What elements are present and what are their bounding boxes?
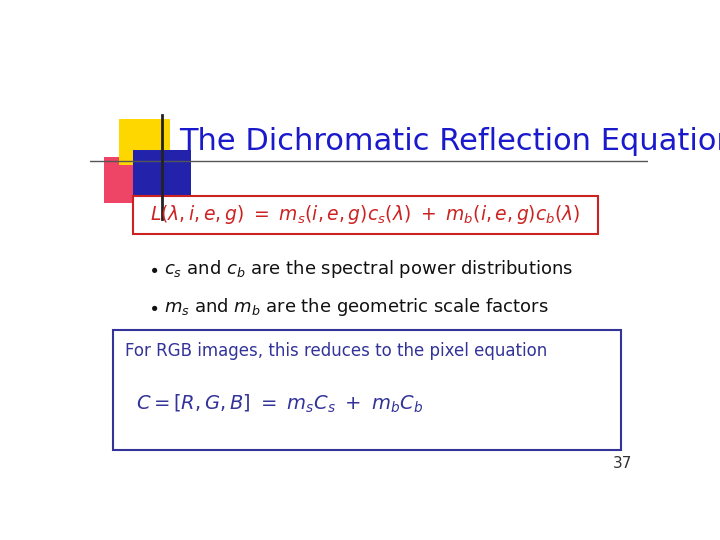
Text: $c_s$ and $c_b$ are the spectral power distributions: $c_s$ and $c_b$ are the spectral power d… <box>163 258 573 280</box>
Bar <box>120 119 170 165</box>
Text: $\bullet$: $\bullet$ <box>148 298 158 316</box>
Bar <box>132 150 191 207</box>
Text: 37: 37 <box>613 456 632 471</box>
Bar <box>104 157 150 204</box>
Text: For RGB images, this reduces to the pixel equation: For RGB images, this reduces to the pixe… <box>125 342 547 360</box>
Text: The Dichromatic Reflection Equation: The Dichromatic Reflection Equation <box>179 127 720 156</box>
Text: $C = [R,G,B]\ =\ m_s C_s\ +\ m_b C_b$: $C = [R,G,B]\ =\ m_s C_s\ +\ m_b C_b$ <box>137 393 423 415</box>
Text: $L(\lambda, i, e, g)\ =\ m_s(i,e,g)c_s(\lambda)\ +\ m_b(i,e,g)c_b(\lambda)$: $L(\lambda, i, e, g)\ =\ m_s(i,e,g)c_s(\… <box>150 204 580 226</box>
Text: $\bullet$: $\bullet$ <box>148 260 158 278</box>
Bar <box>113 330 621 450</box>
Bar <box>132 195 598 234</box>
Text: $m_s$ and $m_b$ are the geometric scale factors: $m_s$ and $m_b$ are the geometric scale … <box>163 296 548 319</box>
